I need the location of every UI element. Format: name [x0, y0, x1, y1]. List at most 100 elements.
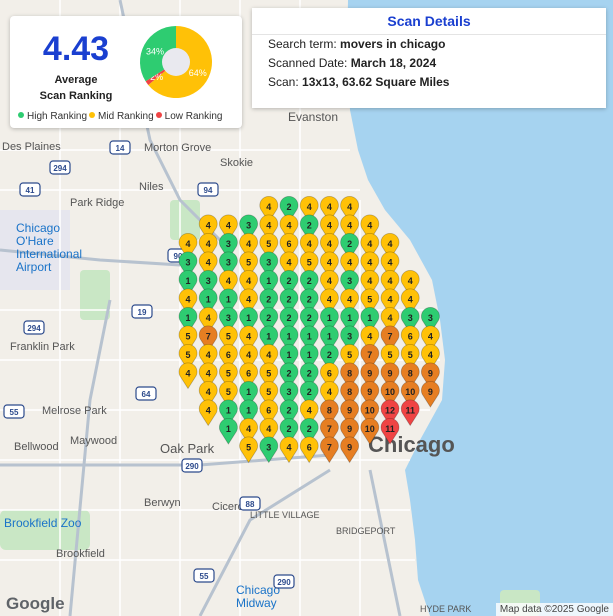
ranking-pin[interactable]: 1 [198, 288, 218, 316]
ranking-pin[interactable]: 8 [400, 362, 420, 390]
ranking-pin[interactable]: 5 [340, 344, 359, 371]
ranking-pin[interactable]: 4 [239, 233, 258, 260]
ranking-pin[interactable]: 4 [259, 214, 279, 242]
ranking-pin[interactable]: 4 [360, 251, 380, 279]
ranking-pin[interactable]: 9 [421, 362, 440, 390]
ranking-pin[interactable]: 4 [340, 214, 359, 242]
ranking-pin[interactable]: 9 [340, 418, 359, 445]
ranking-pin[interactable]: 4 [380, 307, 400, 334]
ranking-pin[interactable]: 8 [340, 381, 359, 408]
ranking-pin[interactable]: 1 [219, 288, 238, 316]
ranking-pin[interactable]: 4 [320, 381, 339, 408]
ranking-pin[interactable]: 4 [198, 307, 218, 334]
ranking-pin[interactable]: 6 [400, 325, 420, 353]
ranking-pin[interactable]: 4 [360, 214, 380, 242]
ranking-pin[interactable]: 2 [340, 233, 359, 260]
ranking-pin[interactable]: 1 [239, 399, 258, 427]
ranking-pin[interactable]: 4 [239, 270, 258, 297]
ranking-pin[interactable]: 1 [279, 325, 299, 353]
ranking-pin[interactable]: 4 [340, 288, 359, 316]
ranking-pin[interactable]: 4 [299, 399, 319, 427]
ranking-pin[interactable]: 1 [178, 270, 198, 297]
ranking-pin[interactable]: 4 [219, 270, 238, 297]
ranking-pin[interactable]: 4 [279, 251, 299, 279]
ranking-pin[interactable]: 3 [279, 381, 299, 408]
ranking-pin[interactable]: 1 [259, 270, 279, 297]
ranking-pin[interactable]: 4 [360, 233, 380, 260]
ranking-pin[interactable]: 8 [320, 399, 339, 427]
ranking-pin[interactable]: 9 [360, 362, 380, 390]
ranking-pin[interactable]: 4 [198, 251, 218, 279]
ranking-pin[interactable]: 4 [198, 233, 218, 260]
ranking-pin[interactable]: 3 [400, 307, 420, 334]
ranking-pin[interactable]: 2 [279, 270, 299, 297]
ranking-pin[interactable]: 1 [320, 307, 339, 334]
ranking-pin[interactable]: 2 [259, 288, 279, 316]
map-attribution[interactable]: Map data ©2025 Google [495, 603, 613, 616]
ranking-pin[interactable]: 4 [198, 362, 218, 390]
ranking-pin[interactable]: 4 [239, 288, 258, 316]
ranking-pin[interactable]: 1 [178, 307, 198, 334]
ranking-pin[interactable]: 9 [340, 399, 359, 427]
ranking-pin[interactable]: 5 [219, 381, 238, 408]
ranking-pin[interactable]: 2 [279, 362, 299, 390]
ranking-pin[interactable]: 4 [259, 418, 279, 445]
ranking-pin[interactable]: 6 [299, 436, 319, 464]
ranking-pin[interactable]: 3 [421, 307, 440, 334]
ranking-pin[interactable]: 4 [178, 288, 198, 316]
ranking-pin[interactable]: 3 [340, 270, 359, 297]
ranking-pin[interactable]: 5 [239, 251, 258, 279]
ranking-pin[interactable]: 3 [219, 233, 238, 260]
ranking-pin[interactable]: 5 [178, 344, 198, 371]
ranking-pin[interactable]: 4 [198, 214, 218, 242]
ranking-pin[interactable]: 2 [299, 214, 319, 242]
ranking-pin[interactable]: 4 [239, 325, 258, 353]
ranking-pin[interactable]: 5 [299, 251, 319, 279]
ranking-pin[interactable]: 7 [380, 325, 400, 353]
ranking-pin[interactable]: 10 [400, 381, 420, 408]
ranking-pin[interactable]: 2 [299, 307, 319, 334]
ranking-pin[interactable]: 3 [340, 325, 359, 353]
ranking-pin[interactable]: 5 [259, 362, 279, 390]
ranking-pin[interactable]: 2 [279, 399, 299, 427]
ranking-pin[interactable]: 4 [299, 196, 319, 223]
ranking-pin[interactable]: 12 [380, 399, 400, 427]
ranking-pin[interactable]: 7 [320, 436, 339, 464]
ranking-pin[interactable]: 4 [178, 362, 198, 390]
ranking-pin[interactable]: 2 [320, 344, 339, 371]
ranking-pin[interactable]: 10 [380, 381, 400, 408]
ranking-pin[interactable]: 1 [299, 325, 319, 353]
ranking-pin[interactable]: 4 [239, 418, 258, 445]
ranking-pin[interactable]: 9 [421, 381, 440, 408]
ranking-pin[interactable]: 5 [219, 362, 238, 390]
ranking-pin[interactable]: 1 [360, 307, 380, 334]
ranking-pin[interactable]: 4 [400, 270, 420, 297]
ranking-pin[interactable]: 10 [360, 399, 380, 427]
ranking-pin[interactable]: 1 [239, 381, 258, 408]
ranking-pin[interactable]: 4 [320, 270, 339, 297]
ranking-pin[interactable]: 4 [400, 288, 420, 316]
ranking-pin[interactable]: 4 [360, 325, 380, 353]
ranking-pin[interactable]: 4 [219, 214, 238, 242]
ranking-pin[interactable]: 2 [299, 381, 319, 408]
ranking-pin[interactable]: 9 [340, 436, 359, 464]
ranking-pin[interactable]: 5 [360, 288, 380, 316]
ranking-pin[interactable]: 4 [320, 196, 339, 223]
ranking-pin[interactable]: 4 [340, 196, 359, 223]
ranking-pin[interactable]: 3 [239, 214, 258, 242]
ranking-pin[interactable]: 4 [320, 288, 339, 316]
ranking-pin[interactable]: 4 [198, 399, 218, 427]
ranking-pin[interactable]: 4 [299, 233, 319, 260]
ranking-pin[interactable]: 4 [360, 270, 380, 297]
ranking-pin[interactable]: 4 [320, 233, 339, 260]
ranking-pin[interactable]: 4 [380, 251, 400, 279]
ranking-pin[interactable]: 5 [219, 325, 238, 353]
ranking-pin[interactable]: 3 [259, 436, 279, 464]
ranking-pin[interactable]: 6 [279, 233, 299, 260]
ranking-pin[interactable]: 2 [279, 288, 299, 316]
ranking-pin[interactable]: 5 [380, 344, 400, 371]
ranking-pin[interactable]: 4 [421, 325, 440, 353]
ranking-pin[interactable]: 4 [259, 196, 279, 223]
ranking-pin[interactable]: 4 [279, 436, 299, 464]
ranking-pin[interactable]: 9 [380, 362, 400, 390]
